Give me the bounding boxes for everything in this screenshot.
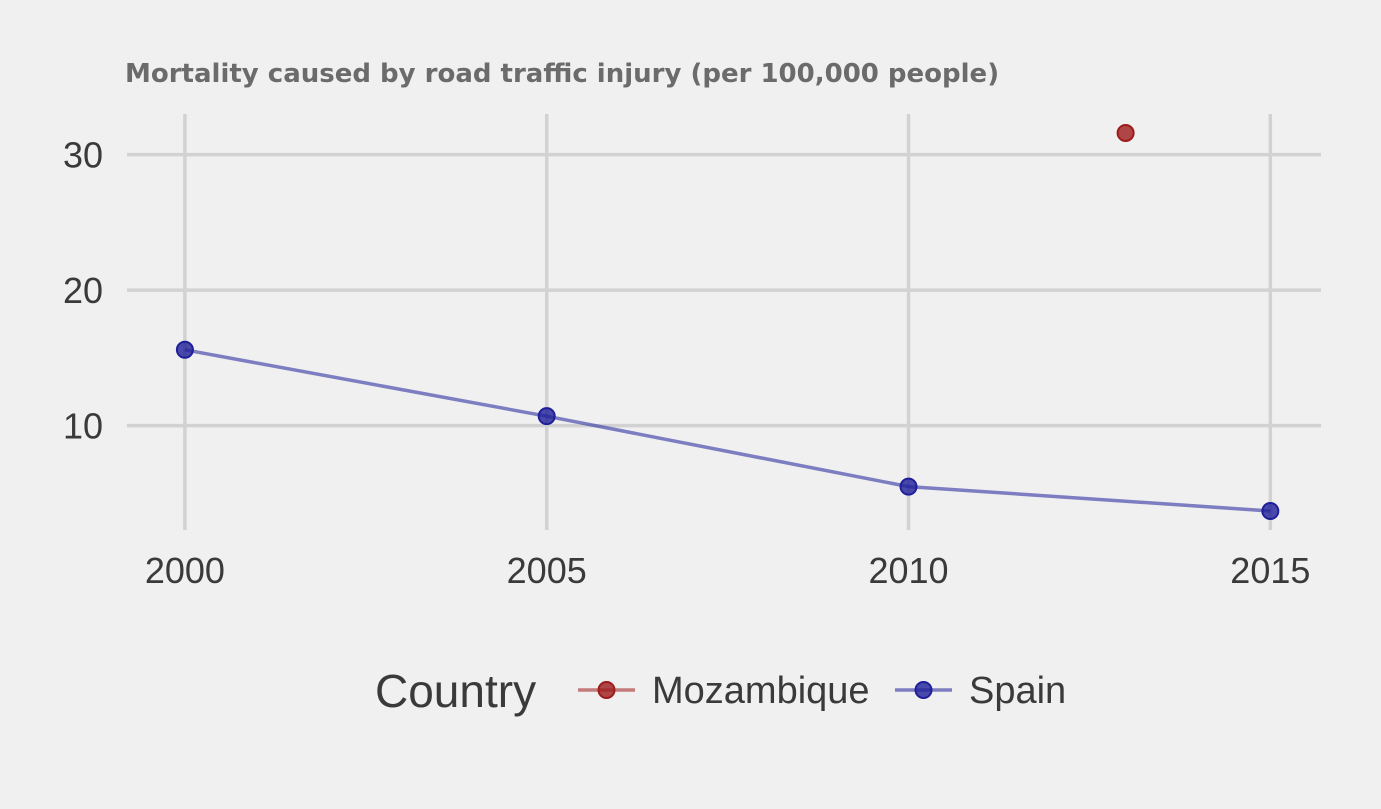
- x-tick-label-2015: 2015: [1230, 550, 1310, 591]
- legend-marker-mozambique: [597, 681, 616, 699]
- series-mozambique: [1116, 123, 1135, 142]
- y-tick-label-20: 20: [63, 270, 103, 311]
- point-mozambique-2013: [1116, 123, 1135, 142]
- legend-title: Country: [375, 665, 536, 717]
- point-spain-2000: [175, 340, 194, 359]
- point-spain-2015: [1261, 502, 1280, 521]
- point-spain-2005: [537, 407, 556, 426]
- x-tick-label-2000: 2000: [145, 550, 225, 591]
- series-layer: [175, 123, 1280, 521]
- legend-label-mozambique: Mozambique: [652, 670, 870, 712]
- y-axis-ticks: 10 20 30: [63, 135, 103, 447]
- series-line-spain: [184, 348, 1271, 513]
- grid: [127, 114, 1321, 530]
- legend-label-spain: Spain: [969, 670, 1066, 712]
- legend-items: Mozambique Spain: [578, 670, 1066, 712]
- legend-item-mozambique: Mozambique: [578, 670, 870, 712]
- chart-title: Mortality caused by road traffic injury …: [125, 59, 999, 89]
- x-tick-label-2010: 2010: [868, 550, 948, 591]
- x-tick-label-2005: 2005: [507, 550, 587, 591]
- point-spain-2010: [899, 477, 918, 496]
- x-axis-ticks: 2000 2005 2010 2015: [145, 550, 1311, 591]
- legend: Country Mozambique Spain: [375, 665, 1066, 717]
- y-tick-label-10: 10: [63, 406, 103, 447]
- series-spain: [175, 340, 1280, 521]
- y-tick-label-30: 30: [63, 135, 103, 176]
- legend-marker-spain: [914, 681, 933, 699]
- legend-item-spain: Spain: [895, 670, 1066, 712]
